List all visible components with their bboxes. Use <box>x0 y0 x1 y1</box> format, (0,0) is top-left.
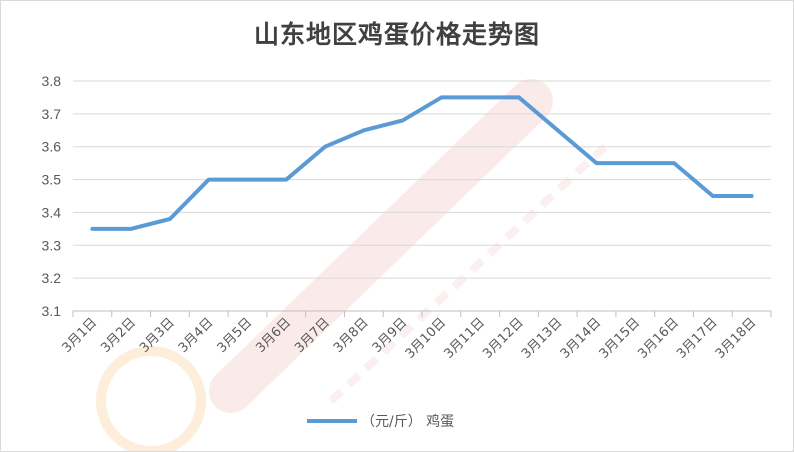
y-tick-label: 3.7 <box>42 106 62 122</box>
x-tick-label: 3月8日 <box>331 315 372 356</box>
x-tick-label: 3月3日 <box>137 315 178 356</box>
legend: （元/斤） 鸡蛋 <box>307 413 454 430</box>
x-tick-label: 3月4日 <box>176 315 217 356</box>
x-tick-label: 3月12日 <box>480 315 527 362</box>
x-tick-label: 3月1日 <box>60 315 101 356</box>
x-tick-label: 3月16日 <box>635 315 682 362</box>
x-tick-label: 3月5日 <box>215 315 256 356</box>
y-axis-ticks: 3.1 3.2 3.3 3.4 3.5 3.6 3.7 3.8 <box>42 73 62 319</box>
x-tick-label: 3月7日 <box>292 315 333 356</box>
y-tick-label: 3.8 <box>42 73 62 89</box>
series-line <box>90 95 754 231</box>
x-tick-label: 3月6日 <box>253 315 294 356</box>
chart-title: 山东地区鸡蛋价格走势图 <box>253 20 540 49</box>
y-tick-label: 3.2 <box>42 270 62 286</box>
y-tick-label: 3.5 <box>42 172 62 188</box>
x-tick-label: 3月18日 <box>713 315 760 362</box>
series-layer <box>90 95 754 231</box>
x-tick-label: 3月14日 <box>558 315 605 362</box>
x-tick-label: 3月2日 <box>98 315 139 356</box>
x-tick-label: 3月11日 <box>441 315 488 362</box>
legend-label: （元/斤） 鸡蛋 <box>361 413 454 430</box>
y-tick-label: 3.1 <box>42 303 62 319</box>
x-tick-label: 3月13日 <box>519 315 566 362</box>
x-axis-ticks: 3月1日3月2日3月3日3月4日3月5日3月6日3月7日3月8日3月9日3月10… <box>60 311 772 362</box>
y-tick-label: 3.6 <box>42 139 62 155</box>
y-tick-label: 3.4 <box>42 204 62 220</box>
x-tick-label: 3月15日 <box>597 315 644 362</box>
x-tick-label: 3月17日 <box>674 315 721 362</box>
x-tick-label: 3月10日 <box>403 315 450 362</box>
y-tick-label: 3.3 <box>42 237 62 253</box>
gridlines <box>73 80 771 312</box>
